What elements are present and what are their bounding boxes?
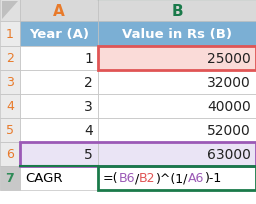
Text: )-1: )-1 (205, 172, 222, 185)
Bar (98, 166, 256, 190)
Bar (0, 71, 20, 94)
Bar (20, 71, 98, 94)
Bar (98, 22, 256, 47)
Text: 2: 2 (6, 52, 14, 65)
Bar (0, 47, 20, 71)
Bar (20, 0, 98, 22)
Text: 1: 1 (84, 52, 93, 66)
Text: 63000: 63000 (207, 147, 251, 161)
Bar (20, 94, 98, 118)
Text: 5: 5 (6, 124, 14, 137)
Text: 32000: 32000 (207, 76, 251, 90)
Text: =(: =( (103, 172, 119, 185)
Text: 52000: 52000 (207, 123, 251, 137)
Bar (0, 166, 20, 190)
Text: A6: A6 (188, 172, 205, 185)
Text: /: / (135, 172, 139, 185)
Text: )^(1/: )^(1/ (156, 172, 188, 185)
Bar (20, 47, 98, 71)
Bar (98, 118, 256, 142)
Text: 2: 2 (84, 76, 93, 90)
Bar (0, 118, 20, 142)
Text: 4: 4 (84, 123, 93, 137)
Text: 4: 4 (6, 100, 14, 113)
Bar (98, 142, 256, 166)
Bar (20, 22, 98, 47)
Text: 1: 1 (6, 28, 14, 41)
Text: 7: 7 (6, 172, 14, 185)
Text: A: A (53, 3, 65, 18)
Polygon shape (2, 2, 18, 20)
Bar (0, 0, 20, 22)
Text: B6: B6 (119, 172, 135, 185)
Text: 25000: 25000 (207, 52, 251, 66)
Bar (98, 166, 256, 190)
Bar (98, 47, 256, 71)
Bar (20, 142, 256, 166)
Text: 5: 5 (84, 147, 93, 161)
Bar (20, 142, 98, 166)
Bar (0, 22, 20, 47)
Bar (98, 47, 256, 71)
Text: 3: 3 (6, 76, 14, 89)
Bar (0, 94, 20, 118)
Text: 40000: 40000 (207, 100, 251, 113)
Bar (20, 118, 98, 142)
Text: Year (A): Year (A) (29, 28, 89, 41)
Text: CAGR: CAGR (25, 172, 62, 185)
Text: Value in Rs (B): Value in Rs (B) (122, 28, 232, 41)
Bar (0, 142, 20, 166)
Bar (98, 94, 256, 118)
Text: B2: B2 (139, 172, 156, 185)
Text: 6: 6 (6, 148, 14, 161)
Bar (98, 0, 256, 22)
Bar (98, 71, 256, 94)
Text: 3: 3 (84, 100, 93, 113)
Text: B: B (171, 3, 183, 18)
Bar (20, 166, 98, 190)
